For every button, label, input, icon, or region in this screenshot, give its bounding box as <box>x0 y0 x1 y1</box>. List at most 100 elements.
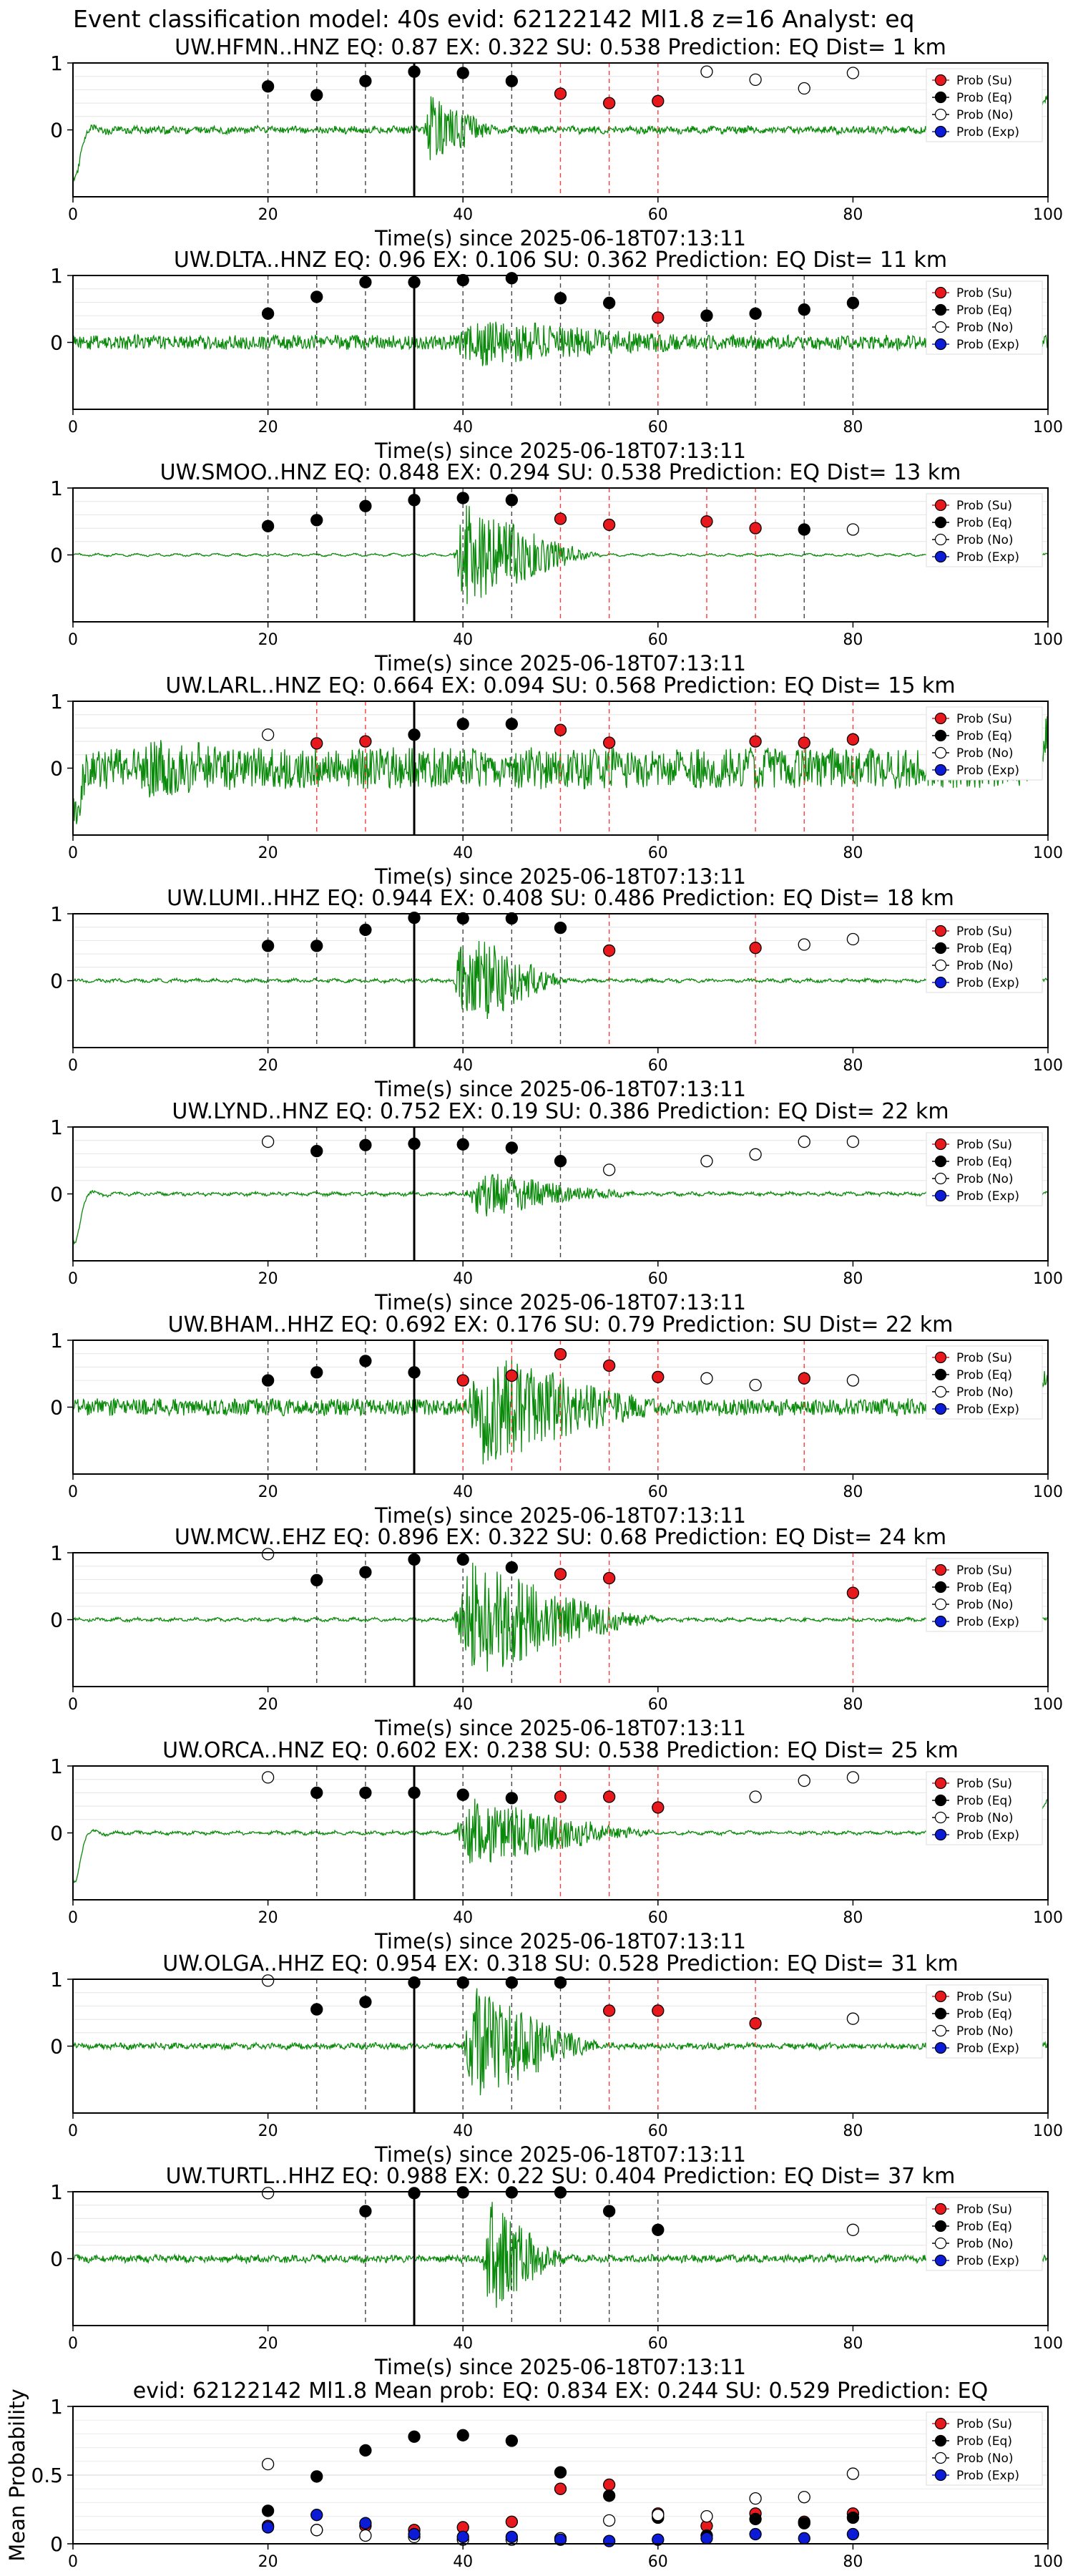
legend-label-su: Prob (Su) <box>956 2417 1012 2431</box>
legend-label-no: Prob (No) <box>956 959 1014 973</box>
y-tick-label: 0 <box>50 970 63 993</box>
axes-frame <box>72 1765 1049 1901</box>
legend-label-exp: Prob (Exp) <box>956 1402 1019 1417</box>
panel-title: UW.LARL..HNZ EQ: 0.664 EX: 0.094 SU: 0.5… <box>165 673 955 698</box>
panel-6: UW.BHAM..HHZ EQ: 0.692 EX: 0.176 SU: 0.7… <box>50 1312 1063 1528</box>
prob-point-no <box>749 73 762 87</box>
x-tick-label: 80 <box>843 844 863 862</box>
mean-point-exp <box>456 2530 469 2544</box>
x-tick-label: 80 <box>843 1057 863 1075</box>
prob-point-su <box>554 87 567 100</box>
y-tick-label: 0 <box>50 1396 63 1420</box>
legend-marker-su <box>934 2417 947 2430</box>
legend-marker-no <box>934 108 947 121</box>
prob-point-eq <box>505 272 518 285</box>
legend-marker-eq <box>934 516 947 529</box>
seismic-trace <box>72 321 1049 366</box>
panel-title: UW.BHAM..HHZ EQ: 0.692 EX: 0.176 SU: 0.7… <box>168 1312 954 1337</box>
prob-point-eq <box>310 1574 323 1586</box>
prob-point-eq <box>505 1561 518 1574</box>
x-axis-label: Time(s) since 2025-06-18T07:13:11 <box>374 1929 746 1953</box>
y-tick-label: 1 <box>50 264 63 288</box>
legend-marker-exp <box>934 763 947 776</box>
prob-point-eq <box>456 1553 469 1566</box>
prob-point-eq <box>408 1137 421 1151</box>
prob-point-su <box>652 1801 665 1814</box>
x-tick-label: 100 <box>1033 1057 1063 1075</box>
mean-point-eq <box>554 2466 567 2479</box>
prob-point-eq <box>408 1366 421 1379</box>
mean-point-su <box>554 2482 567 2495</box>
mean-point-no <box>798 2491 810 2504</box>
legend-marker-su <box>934 2202 947 2215</box>
prob-point-eq <box>310 1145 323 1158</box>
x-tick-label: 0 <box>68 419 78 436</box>
prob-point-eq <box>505 1141 518 1154</box>
legend-label-su: Prob (Su) <box>956 924 1012 939</box>
legend-marker-eq <box>934 1794 947 1807</box>
x-tick-label: 0 <box>68 1483 78 1501</box>
x-tick-label: 40 <box>453 1057 473 1075</box>
prob-point-eq <box>554 921 567 935</box>
x-tick-label: 40 <box>453 2553 473 2571</box>
prob-point-eq <box>408 494 421 507</box>
legend-label-no: Prob (No) <box>956 108 1014 122</box>
prob-point-no <box>798 82 810 95</box>
prob-point-eq <box>261 80 275 93</box>
prob-point-no <box>261 1548 275 1561</box>
y-tick-label: 1 <box>50 1755 63 1778</box>
legend-label-exp: Prob (Exp) <box>956 550 1019 565</box>
x-tick-label: 100 <box>1033 2335 1063 2353</box>
x-tick-label: 0 <box>68 1270 78 1288</box>
x-tick-label: 40 <box>453 631 473 649</box>
legend-marker-eq <box>934 942 947 955</box>
legend-label-eq: Prob (Eq) <box>956 1155 1012 1169</box>
mean-point-no <box>652 2509 665 2522</box>
x-tick-label: 0 <box>68 2553 78 2571</box>
seismic-trace <box>72 716 1049 824</box>
prob-point-no <box>261 1135 275 1148</box>
legend-label-su: Prob (Su) <box>956 2202 1012 2217</box>
x-tick-label: 0 <box>68 2335 78 2353</box>
x-tick-label: 100 <box>1033 844 1063 862</box>
mean-point-exp <box>554 2533 567 2546</box>
prob-point-eq <box>408 65 421 78</box>
prob-point-no <box>749 1148 762 1161</box>
legend-marker-eq <box>934 1155 947 1168</box>
legend-label-exp: Prob (Exp) <box>956 976 1019 990</box>
x-tick-label: 60 <box>648 1909 668 1927</box>
prob-point-eq <box>310 89 323 102</box>
prob-point-eq <box>261 940 275 952</box>
legend-label-eq: Prob (Eq) <box>956 516 1012 530</box>
y-tick-label: 1 <box>50 1541 63 1565</box>
prob-point-su <box>310 737 323 750</box>
prob-point-su <box>554 723 567 736</box>
x-tick-label: 80 <box>843 2122 863 2140</box>
x-tick-label: 100 <box>1033 419 1063 436</box>
legend-label-no: Prob (No) <box>956 2024 1014 2039</box>
prob-point-eq <box>359 1786 372 1800</box>
prob-point-eq <box>505 494 518 507</box>
x-tick-label: 60 <box>648 844 668 862</box>
prob-point-su <box>456 1374 469 1387</box>
seismic-trace <box>72 1174 1049 1245</box>
x-tick-label: 60 <box>648 2553 668 2571</box>
x-tick-label: 100 <box>1033 2553 1063 2571</box>
mean-point-no <box>359 2529 372 2542</box>
legend-marker-no <box>934 1385 947 1398</box>
mean-point-exp <box>749 2527 762 2541</box>
mean-point-exp <box>603 2534 616 2547</box>
x-tick-label: 20 <box>258 206 278 224</box>
prob-point-su <box>603 944 616 957</box>
legend-marker-exp <box>934 2041 947 2054</box>
prob-point-su <box>652 94 665 107</box>
legend-label-eq: Prob (Eq) <box>956 1581 1012 1595</box>
x-axis-label: Time(s) since 2025-06-18T07:13:11 <box>374 1077 746 1101</box>
prob-point-eq <box>359 1566 372 1579</box>
prob-point-eq <box>261 1374 275 1387</box>
prob-point-su <box>846 1586 860 1599</box>
mean-point-exp <box>798 2532 810 2545</box>
legend-marker-no <box>934 2451 947 2464</box>
y-tick-label: 1 <box>50 1116 63 1139</box>
legend-label-eq: Prob (Eq) <box>956 942 1012 956</box>
